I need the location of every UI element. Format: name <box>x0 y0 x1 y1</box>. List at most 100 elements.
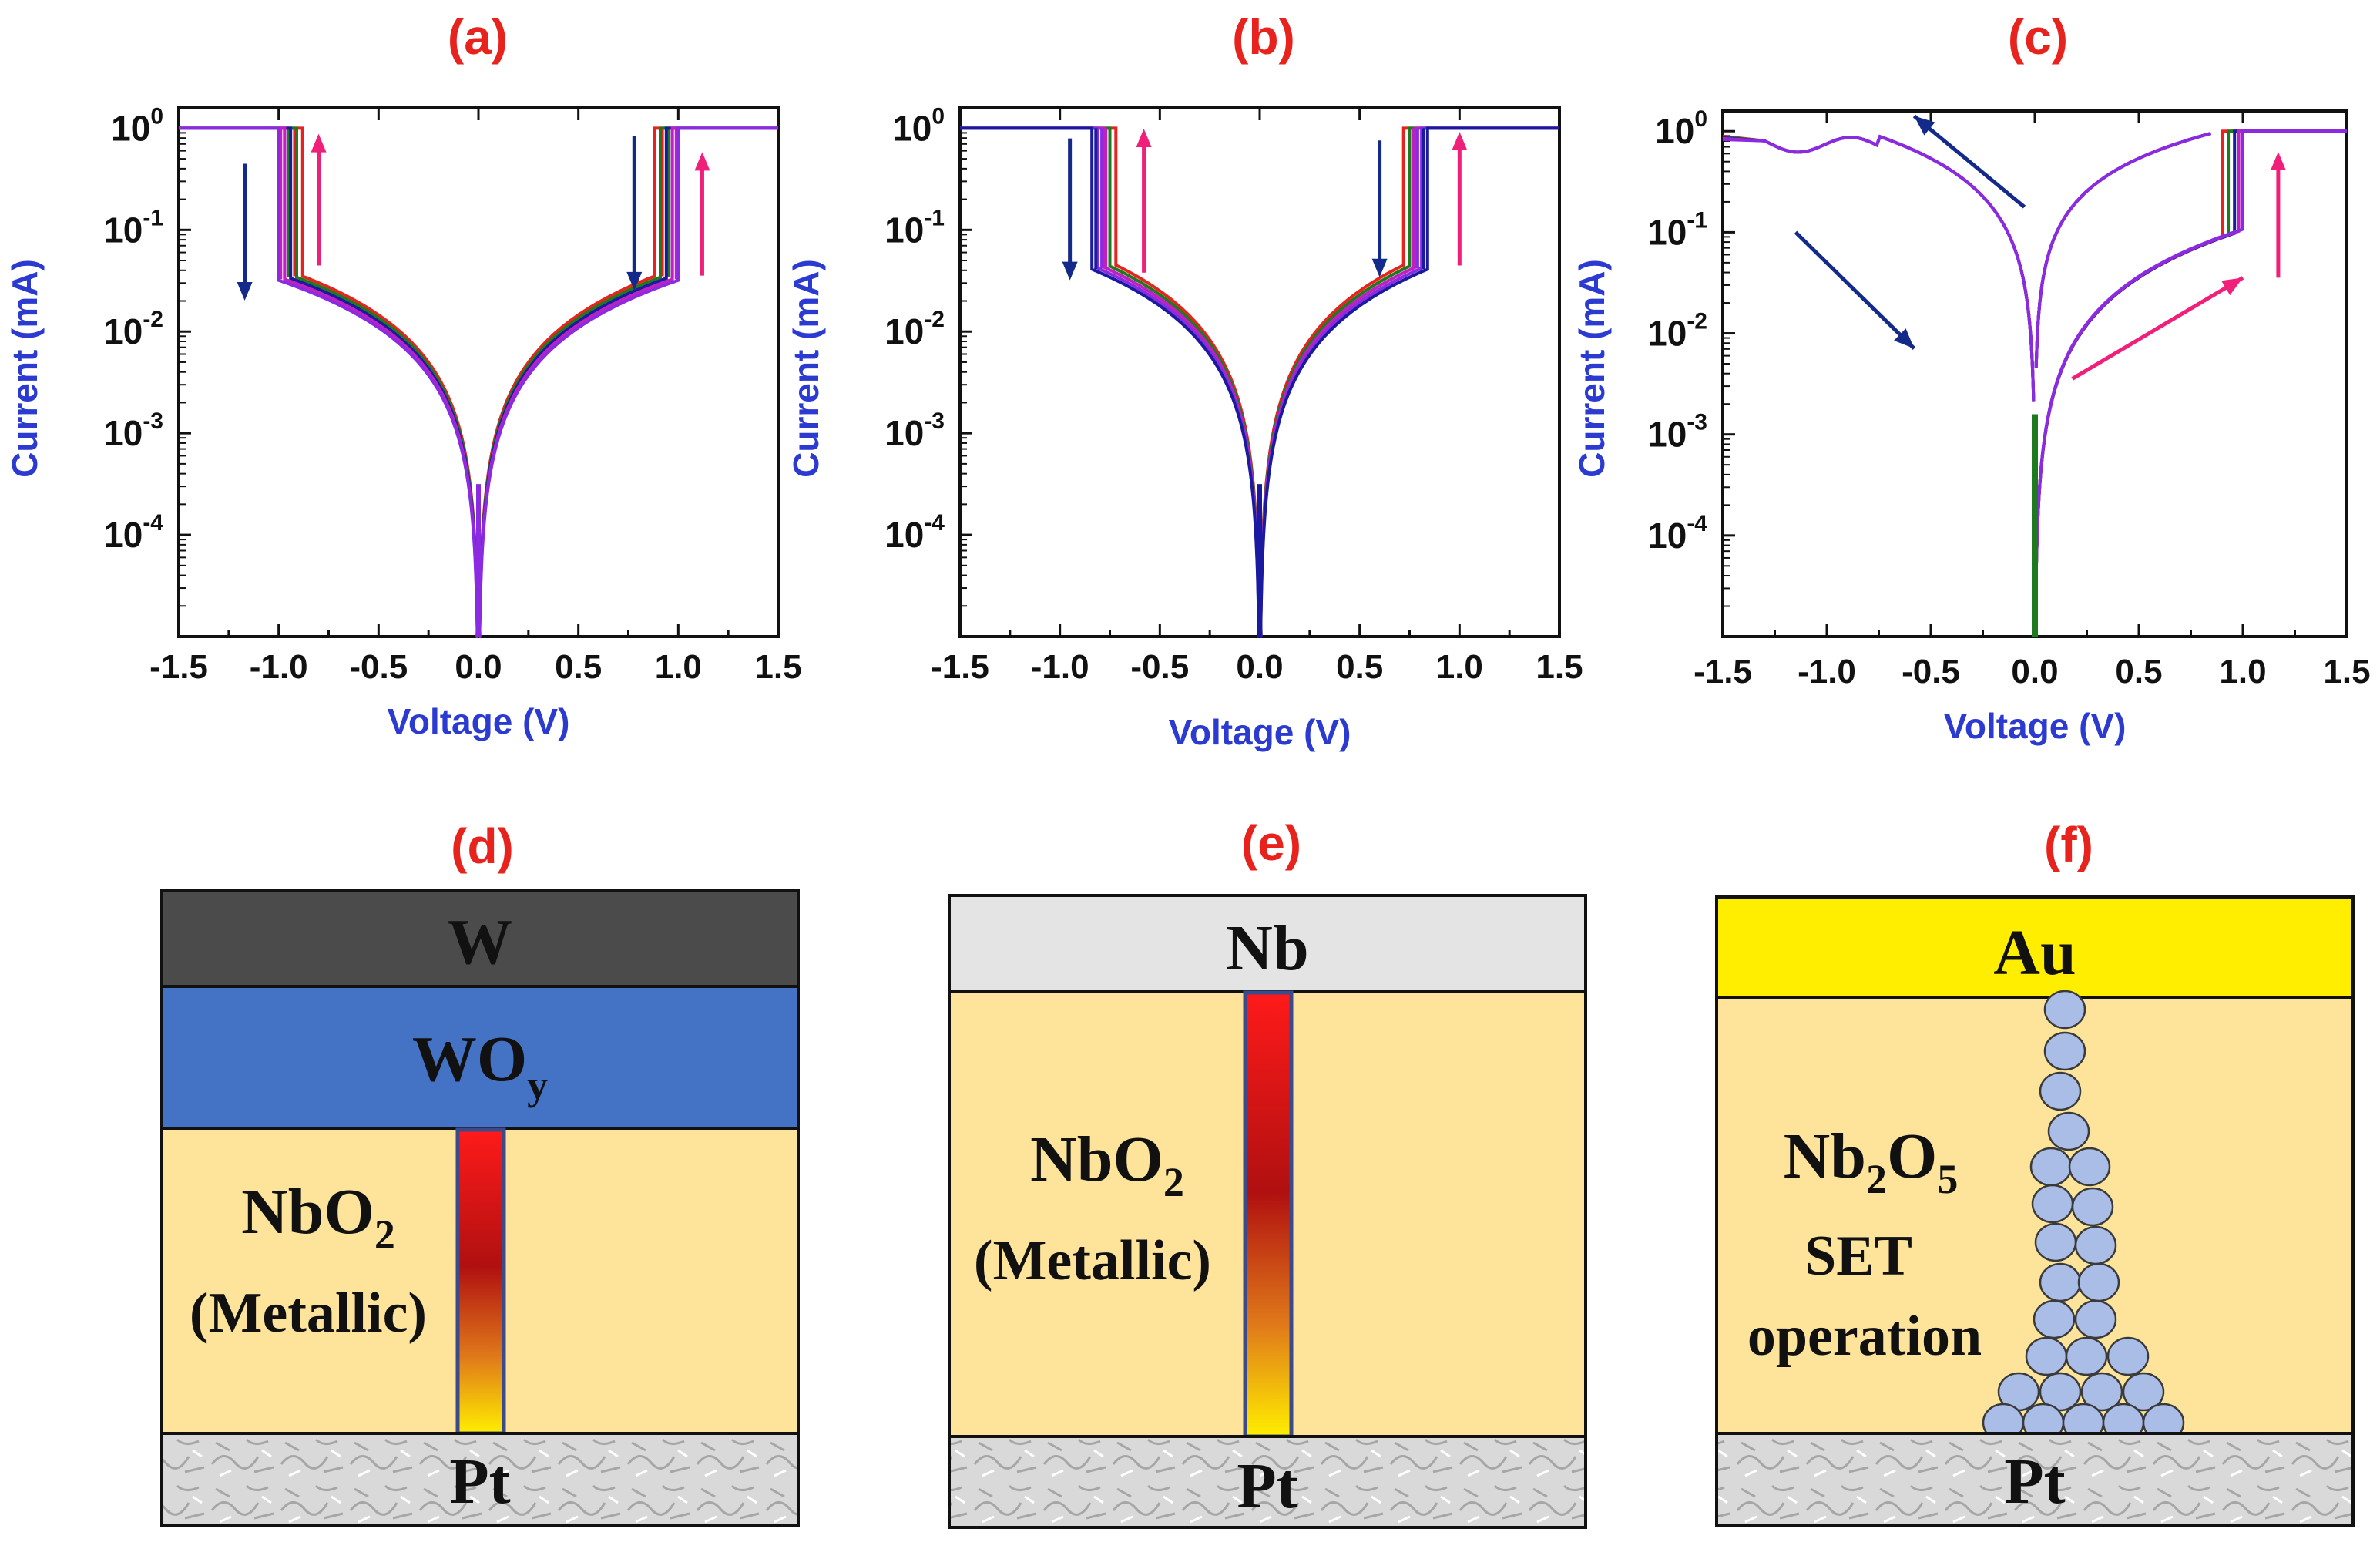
nbo2-label-e: NbO2 <box>1030 1124 1184 1205</box>
x-tick-label: 1.5 <box>2323 653 2370 690</box>
vacancy-sphere <box>2122 1372 2165 1412</box>
nb2o5-s2: 5 <box>1937 1156 1958 1202</box>
arrow-set-right-head <box>1452 131 1468 150</box>
x-tick-label: -1.5 <box>1694 653 1752 690</box>
x-tick-label: -1.0 <box>1798 653 1856 690</box>
arrow-set-diag-head <box>2221 277 2243 296</box>
y-axis-title: Current (mA) <box>5 259 45 478</box>
wo-sub: y <box>527 1062 548 1108</box>
y-tick-exp: -2 <box>143 307 163 332</box>
arrow-set-vertical-head <box>2270 152 2286 171</box>
vacancy-sphere <box>2074 1225 2117 1265</box>
vacancy-sphere <box>2080 1372 2123 1412</box>
nbo2-label-d: NbO2 <box>241 1176 395 1258</box>
y-axis-title: Current (mA) <box>1572 259 1612 478</box>
y-tick-exp: 0 <box>150 103 163 129</box>
wo-layer <box>160 985 800 1130</box>
x-tick-label: 0.5 <box>2115 653 2162 690</box>
arrow-reset-left-head <box>1062 261 1078 281</box>
filament-d <box>455 1127 506 1436</box>
arrow-reset-up-head <box>1914 116 1935 136</box>
y-tick-exp: -2 <box>924 307 945 332</box>
nbo2-main-e: NbO <box>1030 1124 1163 1195</box>
iv-series-1 <box>960 126 1559 637</box>
vacancy-sphere <box>2065 1336 2108 1376</box>
x-axis-title: Voltage (V) <box>1944 706 2127 746</box>
panel-label-f: (f) <box>2044 817 2093 872</box>
y-tick-label: 10-3 <box>1647 410 1707 455</box>
vacancy-sphere <box>2033 1299 2076 1339</box>
y-tick-base: 10 <box>103 413 143 453</box>
y-tick-base: 10 <box>111 108 150 148</box>
vacancy-sphere <box>2029 1147 2073 1187</box>
y-tick-exp: -3 <box>924 408 945 434</box>
y-tick-base: 10 <box>1647 314 1687 354</box>
nb2o5-p2: O <box>1887 1121 1937 1192</box>
au-layer <box>1715 895 2355 999</box>
x-tick-label: 1.5 <box>754 648 801 686</box>
wo-layer-label: WOy <box>412 1023 548 1108</box>
x-axis-title: Voltage (V) <box>1169 712 1351 752</box>
y-tick-base: 10 <box>885 515 924 555</box>
vacancy-sphere <box>2077 1262 2120 1302</box>
y-tick-label: 10-2 <box>885 307 945 351</box>
x-tick-label: -0.5 <box>349 648 408 686</box>
arrow-reset-down-shaft <box>1794 230 1916 350</box>
y-tick-label: 100 <box>892 103 945 148</box>
y-tick-label: 10-3 <box>885 408 945 453</box>
x-tick-label: 0.5 <box>555 648 602 686</box>
y-tick-exp: -4 <box>924 510 945 536</box>
iv-series-4 <box>179 126 778 638</box>
pt-label-f: Pt <box>2004 1446 2065 1517</box>
y-tick-exp: -2 <box>1687 309 1707 334</box>
y-tick-label: 10-1 <box>885 205 945 250</box>
y-tick-base: 10 <box>1655 111 1694 151</box>
y-tick-base: 10 <box>885 210 924 250</box>
w-layer-label: W <box>448 906 512 978</box>
y-axis-title: Current (mA) <box>786 259 826 478</box>
diagram-f: Au Nb2O5 SET operation Pt <box>1715 895 2355 1527</box>
panel-label-d: (d) <box>451 818 514 874</box>
nbo2-sub-d: 2 <box>374 1211 395 1258</box>
iv-series-5 <box>960 126 1559 638</box>
arrow-reset-down-head <box>1894 328 1915 349</box>
nb2o5-s1: 2 <box>1866 1156 1887 1202</box>
x-tick-label: 0.0 <box>2011 653 2058 690</box>
y-tick-base: 10 <box>885 413 924 453</box>
nbo2-sub-e: 2 <box>1163 1159 1184 1205</box>
iv-series-2 <box>960 126 1559 637</box>
vacancy-sphere <box>2106 1336 2150 1376</box>
vacancy-filament <box>1982 990 2185 1443</box>
iv-series-2 <box>179 126 778 638</box>
arrow-reset-up-shaft <box>1912 114 2026 209</box>
y-tick-label: 10-2 <box>103 307 163 351</box>
x-tick-label: 1.0 <box>2219 653 2266 690</box>
vacancy-sphere <box>2034 1222 2077 1262</box>
metallic-label-e: (Metallic) <box>974 1229 1211 1292</box>
chart-a: -1.5 -1.0 -0.5 0.0 0.5 1.0 1.510010-110-210-31… <box>5 103 802 741</box>
vacancy-sphere <box>2074 1299 2117 1339</box>
x-tick-label: 1.5 <box>1536 648 1583 686</box>
arrow-set-diag-shaft <box>2071 276 2244 381</box>
chart-b: -1.5 -1.0 -0.5 0.0 0.5 1.0 1.510010-110-210-31… <box>786 103 1583 752</box>
au-layer-label: Au <box>1993 917 2076 989</box>
metallic-label-d: (Metallic) <box>190 1282 427 1345</box>
y-tick-base: 10 <box>1647 516 1687 556</box>
x-tick-label: -0.5 <box>1902 653 1960 690</box>
y-tick-exp: -3 <box>143 408 163 434</box>
y-tick-label: 10-3 <box>103 408 163 453</box>
pt-layer-e <box>948 1435 1587 1529</box>
diagram-e: Nb NbO2 (Metallic) Pt <box>948 894 1587 1529</box>
y-tick-base: 10 <box>103 210 143 250</box>
x-tick-label: -1.0 <box>250 648 308 686</box>
arrow-reset-left-head <box>237 282 253 301</box>
y-tick-label: 10-4 <box>1647 511 1707 556</box>
y-tick-base: 10 <box>103 515 143 555</box>
y-tick-label: 10-2 <box>1647 309 1707 354</box>
arrow-reset-right-head <box>1371 258 1388 277</box>
w-layer <box>160 889 800 988</box>
arrow-set-left-head <box>311 133 327 153</box>
vacancy-sphere <box>2047 1111 2090 1151</box>
y-tick-exp: -1 <box>1687 207 1707 233</box>
y-tick-base: 10 <box>885 311 924 351</box>
